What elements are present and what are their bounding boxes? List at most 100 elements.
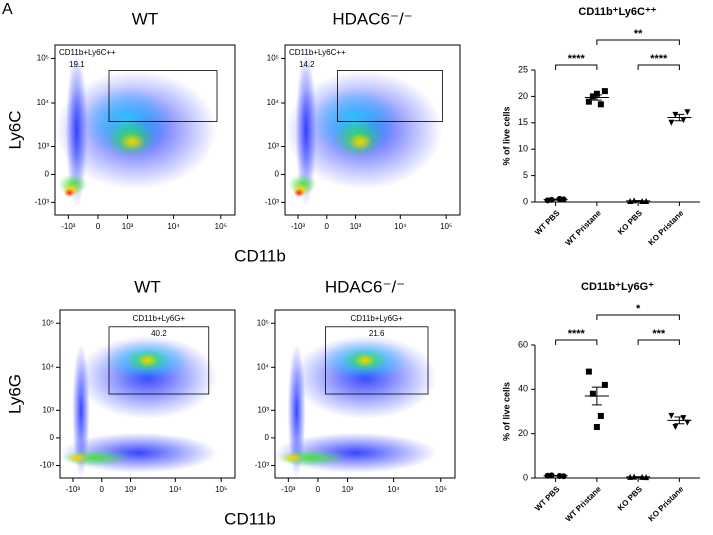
density-cloud	[137, 353, 158, 368]
data-point	[585, 98, 592, 105]
significance-bracket	[596, 314, 680, 320]
y-tick-label: 0	[265, 433, 270, 442]
significance-label: ***	[652, 328, 666, 340]
x-tick-label: WT PBS	[533, 484, 562, 513]
gate-value: 21.6	[369, 329, 385, 338]
y-tick-label: 40	[518, 384, 528, 394]
plot-frame	[59, 309, 236, 479]
x-tick-label: 0	[100, 485, 105, 494]
gate	[108, 70, 218, 122]
x-tick-label: KO Pristane	[647, 208, 686, 247]
y-tick-label: 10³	[267, 142, 279, 151]
data-point	[589, 390, 596, 397]
x-tick-label: 0	[325, 222, 330, 231]
data-point	[593, 90, 600, 97]
y-axis-label: Ly6C	[5, 110, 24, 149]
data-point	[589, 93, 596, 100]
x-tick-label: WT PBS	[533, 208, 562, 237]
x-tick-label: 0	[316, 485, 321, 494]
x-tick-label: 10³	[342, 485, 354, 494]
data-point	[593, 424, 600, 431]
y-tick-label: 25	[518, 64, 528, 74]
y-tick-label: 10⁴	[37, 98, 50, 107]
y-tick-label: 10⁴	[267, 98, 280, 107]
significance-bracket	[637, 339, 680, 345]
density-cloud	[287, 343, 306, 478]
y-tick-label: -10³	[35, 198, 50, 207]
x-tick-label: 10⁵	[215, 222, 227, 231]
x-tick-label: 0	[96, 222, 101, 231]
x-tick-label: KO PBS	[616, 208, 645, 237]
gate-value: 19.1	[69, 60, 85, 69]
gate-value: 40.2	[151, 329, 167, 338]
gate	[324, 326, 429, 395]
gate-label: CD11b+Ly6G+	[133, 314, 186, 323]
significance-bracket	[555, 64, 598, 70]
x-tick-label: 10⁴	[167, 222, 180, 231]
y-tick-label: 0	[45, 170, 50, 179]
density-cloud	[64, 188, 75, 198]
data-point	[597, 412, 604, 419]
y-tick-label: 60	[518, 339, 528, 349]
gate	[108, 326, 210, 395]
y-axis-label: % of live cells	[501, 106, 511, 165]
plot-frame	[54, 44, 236, 216]
y-tick-label: 10³	[257, 405, 269, 414]
x-tick-label: WT Pristane	[564, 484, 603, 523]
panel-title: WT	[132, 9, 158, 28]
y-tick-label: 10⁵	[257, 318, 269, 327]
data-point	[684, 109, 691, 116]
error-bar	[633, 200, 644, 202]
significance-label: *	[636, 303, 641, 315]
y-axis-label: % of live cells	[501, 382, 511, 441]
error-bar	[591, 94, 602, 101]
x-tick-label: -10³	[61, 222, 76, 231]
significance-label: **	[634, 28, 643, 40]
data-point	[601, 381, 608, 388]
x-tick-label: -10³	[66, 485, 81, 494]
x-tick-label: 10³	[350, 222, 362, 231]
figure-label: A	[2, 1, 13, 18]
y-tick-label: 10	[518, 144, 528, 154]
y-tick-label: 20	[518, 91, 528, 101]
panel-title: HDAC6⁻/⁻	[332, 9, 412, 28]
data-point	[585, 368, 592, 375]
y-tick-label: 20	[518, 428, 528, 438]
x-tick-label: 10³	[125, 485, 137, 494]
y-tick-label: 0	[523, 472, 528, 482]
plot-frame	[284, 44, 461, 216]
y-tick-label: -10³	[265, 198, 280, 207]
gate-value: 14.2	[299, 60, 315, 69]
x-axis-label: CD11b	[234, 246, 286, 265]
significance-bracket	[596, 39, 680, 45]
x-tick-label: 10⁴	[169, 485, 182, 494]
y-tick-label: 10⁵	[42, 318, 54, 327]
data-point	[668, 119, 675, 126]
x-tick-label: 10⁴	[387, 485, 400, 494]
density-cloud	[119, 133, 145, 151]
data-point	[684, 419, 691, 426]
data-point	[680, 117, 687, 124]
density-cloud	[293, 188, 305, 198]
x-tick-label: 10³	[122, 222, 134, 231]
x-tick-label: 10⁵	[215, 485, 227, 494]
y-tick-label: 10⁴	[257, 362, 270, 371]
density-cloud	[65, 53, 88, 207]
significance-label: ****	[568, 53, 586, 65]
y-tick-label: 10³	[42, 405, 54, 414]
x-tick-label: WT Pristane	[564, 208, 603, 247]
y-tick-label: 10⁴	[42, 362, 55, 371]
x-tick-label: -10³	[281, 485, 296, 494]
significance-bracket	[637, 64, 680, 70]
chart-title: CD11b⁺Ly6C⁺⁺	[578, 6, 656, 18]
significance-bracket	[555, 339, 598, 345]
y-tick-label: 0	[523, 196, 528, 206]
y-tick-label: -10³	[40, 461, 55, 470]
significance-label: ****	[568, 328, 586, 340]
density-cloud	[354, 353, 376, 368]
y-tick-label: -10³	[255, 461, 270, 470]
panel-title: HDAC6⁻/⁻	[325, 277, 405, 296]
y-tick-label: 10⁵	[37, 54, 49, 63]
chart-title: CD11b⁺Ly6G⁺	[581, 281, 654, 293]
error-bar	[591, 386, 602, 406]
